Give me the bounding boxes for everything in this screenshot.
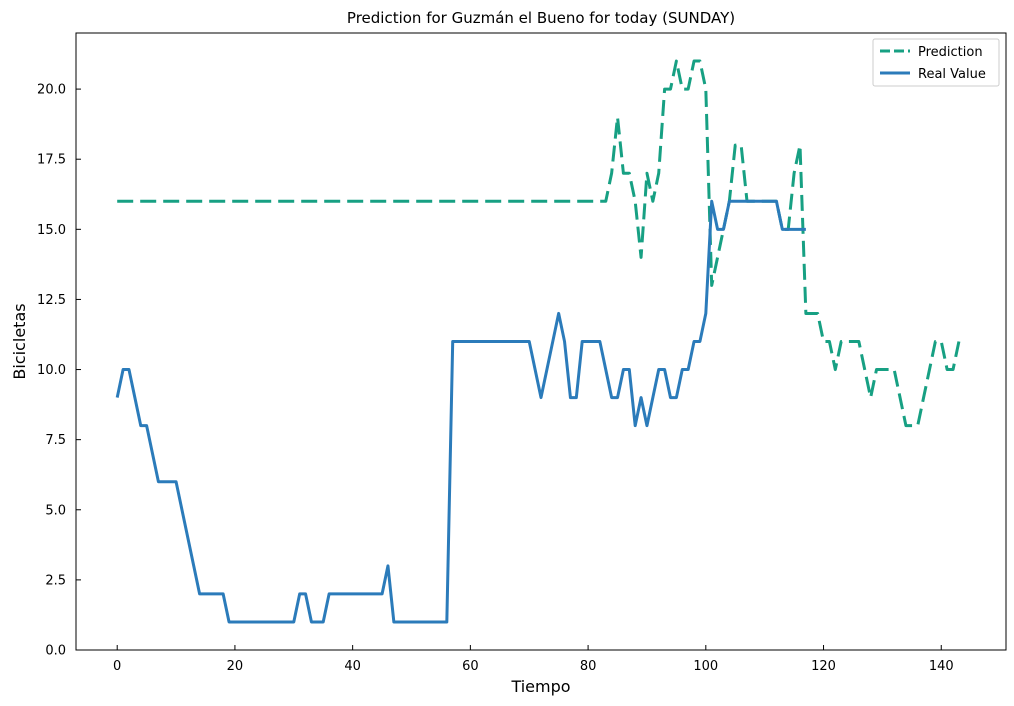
- y-tick-label: 5.0: [45, 503, 66, 518]
- legend: Prediction Real Value: [872, 38, 1000, 87]
- x-tick-label: 40: [344, 659, 361, 674]
- y-tick-label: 2.5: [45, 573, 66, 588]
- x-tick-label: 60: [462, 659, 479, 674]
- y-tick-label: 17.5: [37, 153, 66, 168]
- y-axis-title: Bicicletas: [10, 303, 29, 379]
- x-tick-label: 140: [929, 659, 954, 674]
- series-line-prediction: [117, 59, 961, 428]
- x-tick-label: 80: [580, 659, 597, 674]
- chart-title: Prediction for Guzmán el Bueno for today…: [347, 9, 735, 27]
- plot-frame: [75, 32, 1007, 651]
- y-tick-label: 20.0: [37, 83, 66, 98]
- x-tick-label: 0: [113, 659, 121, 674]
- series-layer: [115, 59, 961, 624]
- y-tick-label: 15.0: [37, 223, 66, 238]
- series-line-real-value: [115, 199, 806, 624]
- y-tick-label: 7.5: [45, 433, 66, 448]
- x-tick-label: 20: [227, 659, 244, 674]
- legend-label-prediction: Prediction: [918, 45, 983, 60]
- y-tick-label: 12.5: [37, 293, 66, 308]
- y-tick-label: 0.0: [45, 644, 66, 659]
- y-tick-label: 10.0: [37, 363, 66, 378]
- x-tick-label: 100: [693, 659, 718, 674]
- x-axis-title: Tiempo: [510, 677, 570, 696]
- tick-layer: 0 20 40 60 80 100 120 140 0.0 2.5 5.0 7.5 10.0 12.5 15…: [37, 83, 954, 674]
- x-tick-label: 120: [811, 659, 836, 674]
- legend-label-real-value: Real Value: [918, 67, 986, 82]
